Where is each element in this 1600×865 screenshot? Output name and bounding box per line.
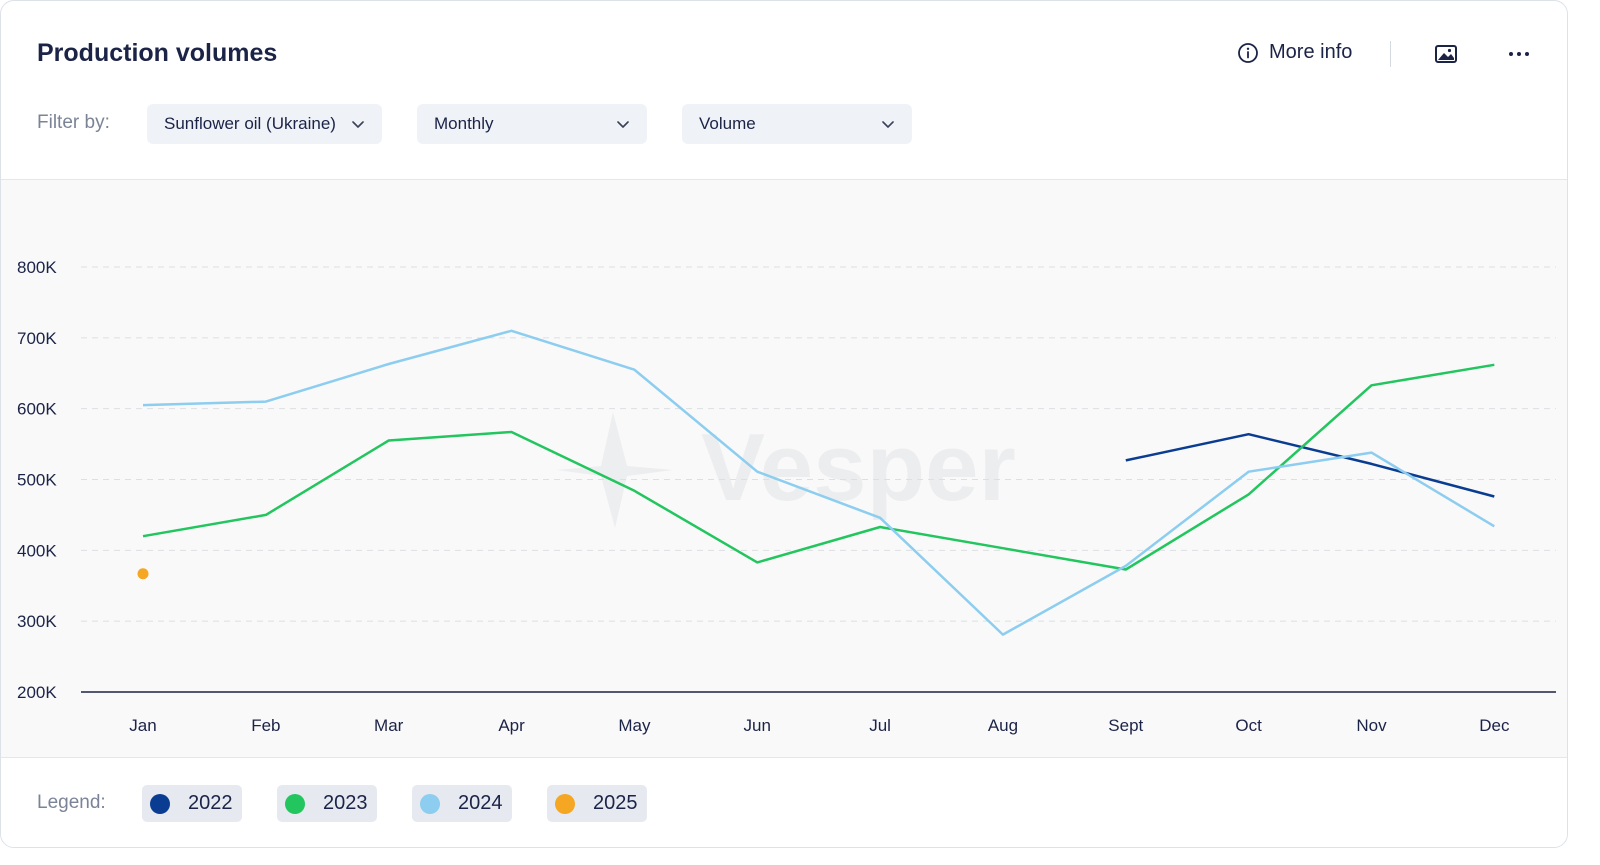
series-2024: [142, 329, 1495, 636]
chart-area: Vesper 200K 300K 400K 500K 600K 700K 800K Jan F…: [1, 180, 1567, 757]
x-tick-label: Mar: [374, 716, 404, 735]
x-tick-label: Nov: [1356, 716, 1387, 735]
product-dropdown-value: Sunflower oil (Ukraine): [164, 114, 336, 133]
download-image-button[interactable]: [1433, 41, 1459, 67]
more-options-button[interactable]: [1506, 41, 1532, 67]
legend-item-label: 2024: [458, 792, 503, 814]
legend-item-label: 2022: [188, 792, 233, 814]
info-circle-icon: [1238, 42, 1258, 63]
y-tick-label: 800K: [17, 258, 57, 277]
chevron-down-icon: [882, 121, 894, 128]
image-icon: [1435, 45, 1457, 63]
y-tick-label: 200K: [17, 683, 57, 702]
series-2022-line: [1125, 432, 1495, 498]
legend-bar: Legend: 2022 2023 2024 2025: [1, 757, 1567, 847]
y-tick-label: 300K: [17, 612, 57, 631]
x-tick-label: Apr: [498, 716, 525, 735]
legend-swatch: [150, 793, 170, 814]
card-header: Production volumes More info F: [1, 1, 1567, 180]
legend-item-label: 2023: [323, 792, 368, 814]
series-2022: [1125, 432, 1495, 498]
x-tick-label: Aug: [988, 716, 1018, 735]
chart-watermark: Vesper: [557, 412, 1016, 528]
header-divider: [1390, 41, 1391, 67]
x-tick-label: Dec: [1479, 716, 1510, 735]
watermark-text: Vesper: [701, 414, 1016, 521]
legend-swatch: [285, 793, 305, 814]
frequency-dropdown-value: Monthly: [434, 114, 494, 133]
y-tick-label: 400K: [17, 541, 57, 560]
product-dropdown[interactable]: Sunflower oil (Ukraine): [147, 104, 382, 144]
x-tick-label: May: [618, 716, 651, 735]
more-info-label: More info: [1269, 41, 1353, 63]
chevron-down-icon: [352, 121, 364, 128]
line-chart: Vesper 200K 300K 400K 500K 600K 700K 800K Jan F…: [17, 258, 1556, 735]
filter-label: Filter by:: [37, 112, 110, 133]
legend-swatch: [555, 793, 575, 814]
y-tick-label: 700K: [17, 329, 57, 348]
x-tick-label: Sept: [1108, 716, 1143, 735]
legend-item-label: 2025: [593, 792, 638, 814]
legend-item-2022[interactable]: 2022: [142, 785, 242, 822]
chevron-down-icon: [617, 121, 629, 128]
legend-item-2023[interactable]: 2023: [277, 785, 377, 822]
y-tick-label: 600K: [17, 400, 57, 419]
x-tick-label: Feb: [251, 716, 280, 735]
y-tick-label: 500K: [17, 471, 57, 490]
legend-label: Legend:: [37, 792, 106, 813]
x-tick-label: Jul: [869, 716, 891, 735]
series-2025-point: [137, 568, 149, 580]
more-horizontal-icon: [1509, 52, 1529, 56]
x-tick-label: Jun: [744, 716, 771, 735]
watermark-star-icon: [557, 412, 673, 528]
measure-dropdown[interactable]: Volume: [682, 104, 912, 144]
legend-item-2024[interactable]: 2024: [412, 785, 512, 822]
series-2023: [142, 363, 1495, 571]
frequency-dropdown[interactable]: Monthly: [417, 104, 647, 144]
legend-item-2025[interactable]: 2025: [547, 785, 647, 822]
series-2024-line: [142, 329, 1495, 636]
page-title: Production volumes: [37, 39, 278, 67]
measure-dropdown-value: Volume: [699, 114, 756, 133]
x-tick-label: Oct: [1235, 716, 1262, 735]
more-info-button[interactable]: More info: [1237, 41, 1352, 64]
production-volumes-card: Production volumes More info F: [0, 0, 1568, 848]
series-2023-line: [142, 363, 1495, 571]
legend-swatch: [420, 793, 440, 814]
series-2025: [137, 568, 149, 580]
x-tick-label: Jan: [129, 716, 156, 735]
